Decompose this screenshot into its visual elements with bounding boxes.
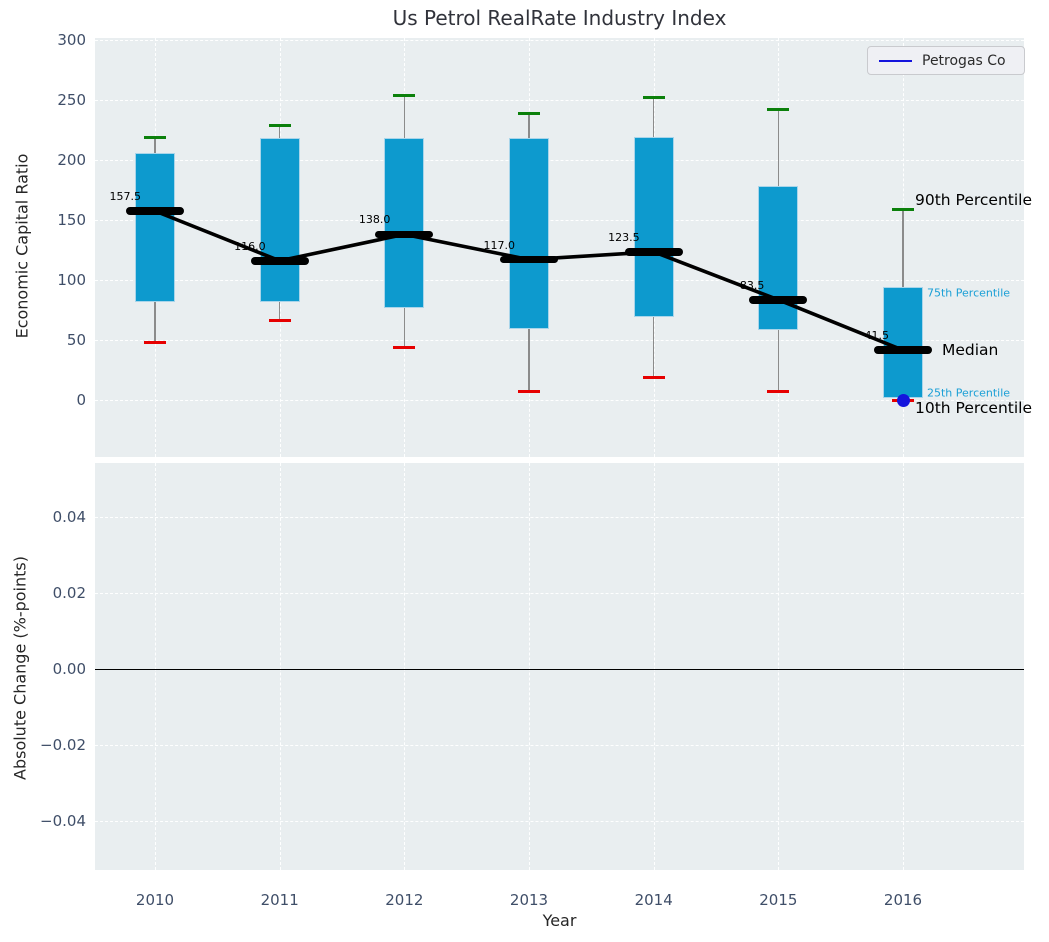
- legend: Petrogas Co: [867, 46, 1025, 75]
- iqr-box: [384, 138, 425, 308]
- top-y-tick-label: 200: [57, 151, 86, 169]
- annotation-median: Median: [942, 341, 999, 359]
- annotation-90th-percentile: 90th Percentile: [915, 191, 1033, 209]
- gridline-horizontal: [95, 220, 1024, 221]
- bottom-y-tick-label: −0.04: [40, 811, 86, 830]
- top-y-tick-label: 0: [76, 391, 86, 409]
- gridline-horizontal: [95, 40, 1024, 41]
- gridline-vertical: [279, 463, 281, 870]
- iqr-box: [135, 152, 175, 302]
- year-tick-label: 2016: [883, 891, 923, 909]
- top-y-tick-label: 100: [57, 271, 86, 289]
- year-tick-label: 2014: [634, 891, 673, 909]
- annotation-25th-percentile: 25th Percentile: [927, 386, 1011, 400]
- chart-title: Us Petrol RealRate Industry Index: [392, 6, 727, 30]
- whisker-cap-90th: [393, 93, 416, 97]
- whisker-cap-10th: [767, 390, 790, 394]
- median-dash: [250, 257, 309, 265]
- bottom-y-tick-label: −0.02: [40, 735, 86, 754]
- median-dash: [874, 346, 933, 354]
- legend-line-swatch: [879, 59, 912, 62]
- gridline-horizontal: [95, 820, 1024, 822]
- median-dash: [749, 296, 808, 304]
- annotation-75th-percentile: 75th Percentile: [927, 286, 1011, 300]
- top-y-tick-label: 50: [66, 331, 86, 349]
- legend-label: Petrogas Co: [922, 52, 1006, 69]
- median-value-label: 116.0: [234, 239, 266, 253]
- whisker-cap-10th: [268, 319, 291, 323]
- whisker-cap-90th: [892, 207, 915, 211]
- whisker-cap-10th: [144, 340, 166, 344]
- year-tick-label: 2012: [385, 891, 424, 909]
- median-value-label: 157.5: [109, 190, 142, 203]
- bottom-y-tick-label: 0.02: [52, 584, 86, 603]
- gridline-horizontal: [95, 160, 1024, 161]
- iqr-box: [633, 137, 674, 318]
- whisker-cap-10th: [518, 390, 540, 394]
- bottom-y-tick-label: 0.04: [52, 508, 86, 527]
- bottom-plot-area: [95, 463, 1024, 870]
- petrogas-data-point: [896, 393, 910, 407]
- top-plot-area: Petrogas Co 90th Percentile 75th Percent…: [95, 38, 1032, 457]
- zero-reference-line: [95, 669, 1024, 670]
- year-tick-label: 2013: [509, 891, 549, 909]
- top-y-tick-label: 250: [57, 91, 86, 109]
- whisker-cap-90th: [518, 111, 540, 115]
- year-tick-label: 2010: [135, 891, 175, 909]
- gridline-vertical: [404, 463, 406, 870]
- top-y-axis-label: Economic Capital Ratio: [12, 153, 32, 339]
- median-dash: [500, 255, 558, 264]
- whisker-cap-90th: [144, 135, 166, 139]
- gridline-vertical: [903, 463, 905, 870]
- gridline-horizontal: [95, 400, 1024, 401]
- median-value-label: 117.0: [483, 238, 516, 252]
- median-value-label: 83.5: [739, 278, 765, 292]
- whisker-cap-10th: [393, 345, 416, 349]
- gridline-vertical: [155, 463, 156, 870]
- median-value-label: 138.0: [358, 213, 391, 227]
- top-y-tick-label: 300: [57, 31, 86, 49]
- gridline-horizontal: [95, 593, 1024, 595]
- gridline-vertical: [778, 463, 780, 870]
- iqr-box: [883, 287, 924, 398]
- gridline-horizontal: [95, 280, 1024, 281]
- bottom-y-tick-label: 0.00: [52, 660, 86, 678]
- whisker-cap-90th: [642, 96, 665, 100]
- gridline-vertical: [529, 463, 530, 870]
- iqr-box: [259, 138, 300, 302]
- gridline-horizontal: [95, 517, 1024, 519]
- gridline-vertical: [653, 463, 655, 870]
- whisker-cap-10th: [642, 375, 665, 379]
- gridline-horizontal: [95, 744, 1024, 746]
- median-value-label: 123.5: [608, 230, 640, 244]
- iqr-box: [509, 138, 549, 330]
- annotation-10th-percentile: 10th Percentile: [915, 399, 1033, 417]
- median-dash: [126, 207, 184, 215]
- year-tick-label: 2015: [759, 891, 798, 909]
- x-axis-label: Year: [542, 911, 577, 930]
- median-dash: [375, 230, 434, 239]
- median-value-label: 41.5: [864, 329, 890, 343]
- year-tick-label: 2011: [260, 891, 299, 909]
- whisker-cap-90th: [268, 123, 291, 127]
- bottom-y-axis-label: Absolute Change (%-points): [10, 556, 30, 780]
- top-y-tick-label: 150: [57, 211, 86, 229]
- iqr-box: [758, 186, 799, 331]
- whisker-cap-90th: [767, 108, 790, 112]
- gridline-horizontal: [95, 100, 1024, 101]
- median-dash: [624, 248, 683, 256]
